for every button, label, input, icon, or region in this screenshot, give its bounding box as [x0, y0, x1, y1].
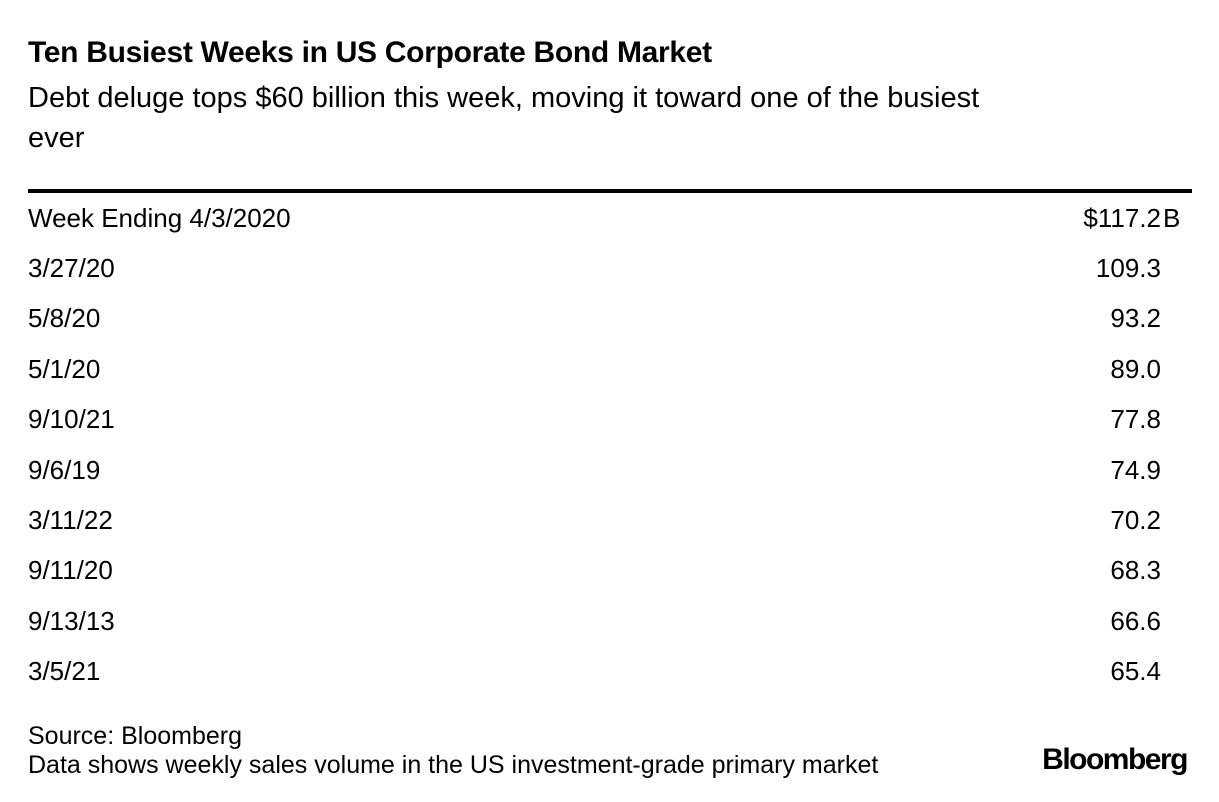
volume-number: 89.0 — [1110, 353, 1161, 384]
header-rule — [28, 189, 1192, 193]
subtitle-line-2: ever — [28, 122, 85, 154]
week-label: 5/8/20 — [28, 303, 101, 334]
page-title: Ten Busiest Weeks in US Corporate Bond M… — [28, 36, 712, 69]
week-label: Week Ending 4/3/2020 — [28, 202, 291, 233]
table-row: 9/10/21 77.8 — [28, 395, 1192, 445]
volume-number: 65.4 — [1110, 656, 1161, 687]
week-label: 9/11/20 — [28, 555, 113, 586]
footer: Source: Bloomberg Data shows weekly sale… — [28, 722, 878, 780]
table-row: 5/8/20 93.2 — [28, 294, 1192, 344]
week-label: 3/27/20 — [28, 253, 115, 284]
volume-number: $117.2 — [1083, 202, 1161, 233]
volume-value: 68.3 — [1110, 555, 1192, 586]
table-row: 3/27/20 109.3 — [28, 243, 1192, 293]
week-label: 3/11/22 — [28, 505, 113, 536]
week-label: 3/5/21 — [28, 656, 101, 687]
subtitle-line-1: Debt deluge tops $60 billion this week, … — [28, 82, 980, 114]
volume-value: 77.8 — [1110, 404, 1192, 435]
page-subtitle: Debt deluge tops $60 billion this week, … — [28, 78, 979, 158]
table-row: 9/13/13 66.6 — [28, 596, 1192, 646]
volume-value: 65.4 — [1110, 656, 1192, 687]
source-text: Source: Bloomberg — [28, 722, 243, 750]
volume-value: 109.3 — [1096, 253, 1192, 284]
volume-value: 89.0 — [1110, 354, 1192, 385]
volume-value: $117.2 B — [1083, 203, 1192, 234]
volume-number: 93.2 — [1110, 303, 1161, 334]
table-row: 9/11/20 68.3 — [28, 546, 1192, 596]
note-text: Data shows weekly sales volume in the US… — [28, 751, 879, 779]
table-row: Week Ending 4/3/2020 $117.2 B — [28, 193, 1192, 243]
volume-number: 70.2 — [1110, 505, 1161, 536]
volume-value: 66.6 — [1110, 606, 1192, 637]
table-row: 9/6/19 74.9 — [28, 445, 1192, 495]
bloomberg-logo: Bloomberg — [1042, 743, 1188, 776]
week-label: 9/13/13 — [28, 605, 115, 636]
volume-unit-suffix: B — [1163, 202, 1181, 233]
table-row: 3/11/22 70.2 — [28, 495, 1192, 545]
busiest-weeks-table: Week Ending 4/3/2020 $117.2 B 3/27/20 109.3 5… — [28, 193, 1192, 697]
table-row: 3/5/21 65.4 — [28, 647, 1192, 697]
table-row: 5/1/20 89.0 — [28, 344, 1192, 394]
volume-number: 74.9 — [1110, 454, 1161, 485]
volume-value: 93.2 — [1110, 303, 1192, 334]
volume-number: 77.8 — [1110, 404, 1161, 435]
week-label: 9/10/21 — [28, 404, 115, 435]
volume-value: 74.9 — [1110, 455, 1192, 486]
volume-number: 68.3 — [1110, 555, 1161, 586]
volume-number: 66.6 — [1110, 605, 1161, 636]
volume-value: 70.2 — [1110, 505, 1192, 536]
volume-number: 109.3 — [1095, 253, 1161, 284]
week-label: 5/1/20 — [28, 353, 101, 384]
week-label: 9/6/19 — [28, 454, 101, 485]
